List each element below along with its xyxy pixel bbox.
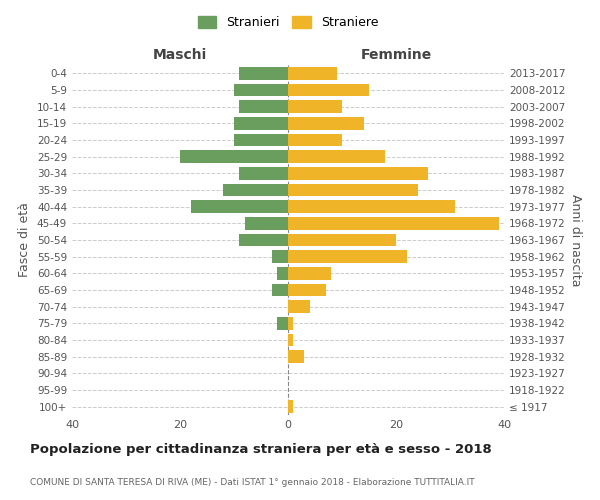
Bar (288, 284, 326, 296)
Bar (288, 67, 337, 80)
Bar (239, 67, 288, 80)
Bar (288, 150, 385, 163)
Bar (288, 167, 428, 179)
Bar (288, 117, 364, 130)
Text: Popolazione per cittadinanza straniera per età e sesso - 2018: Popolazione per cittadinanza straniera p… (30, 442, 492, 456)
Bar (288, 200, 455, 213)
Bar (288, 84, 369, 96)
Bar (288, 100, 342, 113)
Bar (288, 317, 293, 330)
Y-axis label: Fasce di età: Fasce di età (19, 202, 31, 278)
Text: COMUNE DI SANTA TERESA DI RIVA (ME) - Dati ISTAT 1° gennaio 2018 - Elaborazione : COMUNE DI SANTA TERESA DI RIVA (ME) - Da… (30, 478, 475, 487)
Bar (288, 300, 310, 313)
Bar (288, 134, 342, 146)
Bar (277, 267, 288, 280)
Bar (288, 400, 293, 413)
Bar (239, 234, 288, 246)
Bar (191, 200, 288, 213)
Bar (288, 334, 293, 346)
Bar (288, 217, 499, 230)
Bar (288, 234, 396, 246)
Bar (288, 184, 418, 196)
Bar (239, 100, 288, 113)
Bar (245, 217, 288, 230)
Y-axis label: Anni di nascita: Anni di nascita (569, 194, 582, 286)
Bar (223, 184, 288, 196)
Bar (288, 267, 331, 280)
Bar (234, 117, 288, 130)
Text: Femmine: Femmine (361, 48, 431, 62)
Bar (272, 284, 288, 296)
Legend: Stranieri, Straniere: Stranieri, Straniere (193, 11, 383, 34)
Bar (272, 250, 288, 263)
Bar (234, 134, 288, 146)
Bar (180, 150, 288, 163)
Bar (277, 317, 288, 330)
Bar (239, 167, 288, 179)
Text: Maschi: Maschi (153, 48, 207, 62)
Bar (288, 350, 304, 363)
Bar (288, 250, 407, 263)
Bar (234, 84, 288, 96)
